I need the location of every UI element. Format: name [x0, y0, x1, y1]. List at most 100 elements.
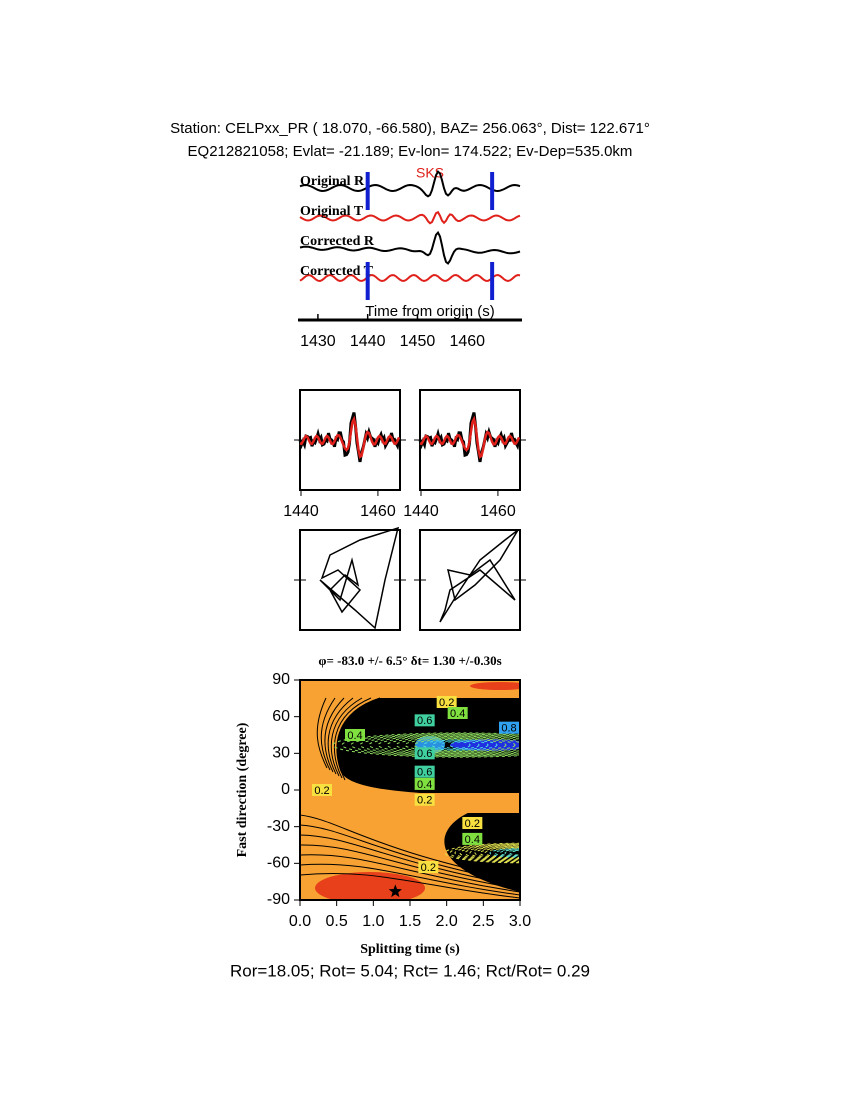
- contour-line: [469, 845, 520, 861]
- trace-label: Corrected T: [300, 264, 374, 279]
- x-tick-label: 0.5: [326, 913, 348, 930]
- contour-line: [440, 740, 480, 750]
- contour-label: 0.2: [417, 795, 432, 807]
- contour-line: [300, 824, 520, 884]
- trace: [299, 230, 521, 265]
- y-tick-label: -90: [267, 891, 290, 908]
- x-tick-label: 2.5: [472, 913, 494, 930]
- trace: [299, 210, 521, 225]
- y-tick-label: -30: [267, 818, 290, 835]
- contour-label-box: [436, 696, 457, 708]
- contour-line: [350, 733, 520, 757]
- contour-label-box: [414, 747, 435, 760]
- contour-line: [330, 697, 363, 777]
- contour-map: 0.20.40.60.80.40.60.60.40.20.20.20.40.2: [300, 680, 520, 900]
- contour-label: 0.4: [417, 779, 432, 791]
- contour-label: 0.4: [450, 708, 465, 720]
- contour-label-box: [414, 714, 435, 727]
- contour-line: [454, 843, 520, 863]
- contour-line: [327, 697, 354, 775]
- phase-label: SKS: [416, 165, 444, 181]
- region: [300, 680, 520, 698]
- contour-label-box: [499, 721, 519, 734]
- contour-label-box: [418, 861, 439, 873]
- contour-label: 0.2: [465, 818, 480, 830]
- x-axis-label: Time from origin (s): [365, 303, 494, 320]
- x-tick-label: 1440: [283, 503, 319, 520]
- footer: Ror=18.05; Rot= 5.04; Rct= 1.46; Rct/Rot…: [230, 961, 590, 980]
- x-tick-label: 1440: [403, 503, 439, 520]
- trace-label: Corrected R: [300, 234, 375, 249]
- trace: [299, 273, 521, 283]
- x-tick-label: 1430: [300, 333, 336, 350]
- contour-label-box: [447, 707, 468, 719]
- x-tick-label: 1.0: [362, 913, 384, 930]
- y-tick-label: -60: [267, 855, 290, 872]
- contour-label: 0.2: [421, 862, 436, 874]
- contour-line: [300, 872, 520, 899]
- contour-line: [489, 848, 520, 858]
- header-line: EQ212821058; Evlat= -21.189; Ev-lon= 174…: [188, 143, 633, 160]
- contour-label: 0.4: [465, 834, 480, 846]
- contour-label: 0.2: [314, 785, 329, 797]
- contour-line: [332, 732, 520, 758]
- contour-label-box: [414, 765, 435, 778]
- particle-motion: [319, 526, 400, 630]
- contour-label-box: [312, 784, 332, 796]
- grid-title: φ= -83.0 +/- 6.5° δt= 1.30 +/-0.30s: [318, 653, 501, 668]
- contour-label-box: [414, 777, 435, 790]
- x-tick-label: 1460: [480, 503, 516, 520]
- contour-line: [431, 740, 489, 750]
- contour-label: 0.4: [347, 730, 362, 742]
- contour-label-box: [462, 832, 483, 845]
- region: [300, 698, 420, 795]
- best-fit: [388, 884, 402, 898]
- y-axis-label: Fast direction (degree): [235, 722, 250, 857]
- y-tick-label: 30: [272, 745, 290, 762]
- header-line: Station: CELPxx_PR ( 18.070, -66.580), B…: [170, 120, 650, 137]
- contour-line: [474, 846, 520, 860]
- region: [300, 793, 520, 813]
- x-axis-label: Splitting time (s): [360, 942, 460, 957]
- region: [470, 682, 520, 690]
- contour-label: 0.2: [439, 697, 454, 709]
- x-tick-label: 2.0: [436, 913, 458, 930]
- contour-label: 0.8: [501, 723, 516, 735]
- contour-line: [300, 844, 520, 890]
- x-tick-label: 1.5: [399, 913, 421, 930]
- contour-line: [316, 697, 328, 769]
- x-tick-label: 0.0: [289, 913, 311, 930]
- contour-label-box: [345, 729, 365, 741]
- trace: [299, 169, 521, 198]
- contour-line: [300, 814, 520, 881]
- contour-line: [386, 736, 520, 754]
- contour-label: 0.6: [417, 748, 432, 760]
- contour-line: [300, 863, 520, 896]
- trace-label: Original T: [300, 204, 364, 219]
- contour-label: 0.6: [417, 715, 432, 727]
- y-tick-label: 0: [281, 781, 290, 798]
- panel: [419, 529, 521, 631]
- waveform: [419, 415, 521, 459]
- contour-label: 0.6: [417, 767, 432, 779]
- contour-line: [300, 854, 520, 893]
- x-tick-label: 1450: [400, 333, 436, 350]
- contour-line: [509, 850, 520, 856]
- contour-line: [422, 739, 498, 751]
- x-tick-label: 3.0: [509, 913, 531, 930]
- x-tick-label: 1460: [449, 333, 485, 350]
- waveform: [299, 415, 401, 459]
- contour-line: [320, 697, 336, 771]
- contour-line: [449, 741, 471, 749]
- contour-line: [337, 697, 381, 781]
- contour-line: [368, 735, 520, 755]
- y-tick-label: 90: [272, 671, 290, 688]
- x-tick-label: 1460: [360, 503, 396, 520]
- trace-label: Original R: [300, 174, 365, 189]
- particle-motion: [439, 529, 519, 623]
- contour-label-box: [462, 817, 483, 829]
- y-tick-label: 60: [272, 708, 290, 725]
- contour-line: [324, 697, 345, 773]
- contour-line: [404, 738, 516, 752]
